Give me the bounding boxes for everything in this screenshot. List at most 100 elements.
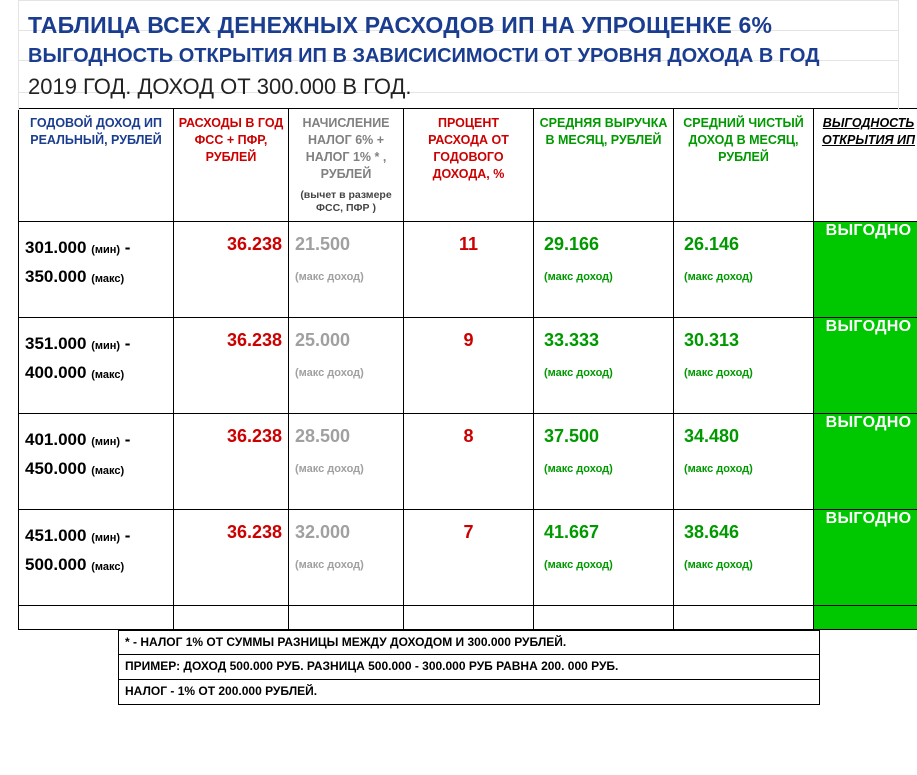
expense-table: ГОДОВОЙ ДОХОД ИП РЕАЛЬНЫЙ, РУБЛЕЙ РАСХОД… (18, 108, 917, 630)
table-body: 301.000 (мин) - 350.000 (макс)36.23821.5… (19, 221, 917, 629)
col-header-tax: НАЧИСЛЕНИЕ НАЛОГ 6% + НАЛОГ 1% * , РУБЛЕ… (289, 109, 404, 222)
tax-value: 28.500 (295, 426, 350, 446)
avg-net-note: (макс доход) (684, 559, 807, 571)
expenses-value: 36.238 (174, 222, 288, 255)
col-header-tax-sub: (вычет в размере ФСС, ПФР ) (293, 189, 399, 215)
cell-avg-net: 38.646 (макс доход) (674, 509, 814, 605)
cell-percent: 7 (404, 509, 534, 605)
col-header-percent: ПРОЦЕНТ РАСХОДА ОТ ГОДОВОГО ДОХОДА, % (404, 109, 534, 222)
cell-verdict: ВЫГОДНО (814, 413, 917, 509)
max-label: (макс) (91, 369, 124, 381)
min-label: (мин) (91, 340, 120, 352)
min-label: (мин) (91, 244, 120, 256)
col-header-verdict: ВЫГОДНОСТЬ ОТКРЫТИЯ ИП (814, 109, 917, 222)
empty-cell (174, 605, 289, 629)
cell-percent: 11 (404, 221, 534, 317)
expenses-value: 36.238 (174, 510, 288, 543)
title-sub: ВЫГОДНОСТЬ ОТКРЫТИЯ ИП В ЗАВИСИСИМОСТИ О… (28, 39, 899, 68)
col-header-expenses: РАСХОДЫ В ГОД ФСС + ПФР, РУБЛЕЙ (174, 109, 289, 222)
min-label: (мин) (91, 532, 120, 544)
cell-percent: 9 (404, 317, 534, 413)
income-max: 450.000 (25, 459, 86, 478)
page: ТАБЛИЦА ВСЕХ ДЕНЕЖНЫХ РАСХОДОВ ИП НА УПР… (0, 0, 917, 725)
tax-note: (макс доход) (295, 559, 397, 571)
min-label: (мин) (91, 436, 120, 448)
cell-verdict: ВЫГОДНО (814, 509, 917, 605)
tax-value: 21.500 (295, 234, 350, 254)
avg-net-note: (макс доход) (684, 367, 807, 379)
percent-value: 8 (404, 414, 533, 447)
empty-cell (534, 605, 674, 629)
title-year: 2019 ГОД. ДОХОД ОТ 300.000 В ГОД. (28, 68, 899, 108)
range-dash: - (120, 334, 130, 353)
titles-block: ТАБЛИЦА ВСЕХ ДЕНЕЖНЫХ РАСХОДОВ ИП НА УПР… (18, 10, 899, 108)
table-row: 301.000 (мин) - 350.000 (макс)36.23821.5… (19, 221, 917, 317)
col-header-avg-rev: СРЕДНЯЯ ВЫРУЧКА В МЕСЯЦ, РУБЛЕЙ (534, 109, 674, 222)
avg-rev-note: (макс доход) (544, 463, 667, 475)
table-empty-row (19, 605, 917, 629)
table-header-row: ГОДОВОЙ ДОХОД ИП РЕАЛЬНЫЙ, РУБЛЕЙ РАСХОД… (19, 109, 917, 222)
percent-value: 9 (404, 318, 533, 351)
range-dash: - (120, 238, 130, 257)
table-row: 351.000 (мин) - 400.000 (макс)36.23825.0… (19, 317, 917, 413)
cell-expenses: 36.238 (174, 413, 289, 509)
cell-avg-rev: 37.500 (макс доход) (534, 413, 674, 509)
tax-value: 32.000 (295, 522, 350, 542)
avg-rev-value: 33.333 (544, 330, 599, 350)
tax-note: (макс доход) (295, 271, 397, 283)
cell-avg-rev: 41.667(макс доход) (534, 509, 674, 605)
avg-net-value: 26.146 (684, 234, 739, 254)
cell-expenses: 36.238 (174, 317, 289, 413)
col-header-income: ГОДОВОЙ ДОХОД ИП РЕАЛЬНЫЙ, РУБЛЕЙ (19, 109, 174, 222)
expenses-value: 36.238 (174, 414, 288, 447)
cell-avg-rev: 29.166(макс доход) (534, 221, 674, 317)
income-min: 451.000 (25, 526, 86, 545)
income-max: 500.000 (25, 555, 86, 574)
avg-rev-note: (макс доход) (544, 559, 667, 571)
income-min: 401.000 (25, 430, 86, 449)
cell-income-range: 301.000 (мин) - 350.000 (макс) (19, 221, 174, 317)
empty-cell (404, 605, 534, 629)
avg-net-note: (макс доход) (684, 463, 807, 475)
tax-value: 25.000 (295, 330, 350, 350)
cell-tax: 32.000 (макс доход) (289, 509, 404, 605)
cell-income-range: 451.000 (мин) - 500.000 (макс) (19, 509, 174, 605)
avg-net-value: 30.313 (684, 330, 739, 350)
empty-cell (19, 605, 174, 629)
percent-value: 7 (404, 510, 533, 543)
cell-avg-net: 34.480 (макс доход) (674, 413, 814, 509)
cell-verdict: ВЫГОДНО (814, 317, 917, 413)
expenses-value: 36.238 (174, 318, 288, 351)
cell-avg-net: 26.146(макс доход) (674, 221, 814, 317)
empty-cell (814, 605, 917, 629)
footnotes-block: * - НАЛОГ 1% ОТ СУММЫ РАЗНИЦЫ МЕЖДУ ДОХО… (118, 630, 820, 705)
range-dash: - (120, 526, 130, 545)
footnote: НАЛОГ - 1% ОТ 200.000 РУБЛЕЙ. (119, 679, 819, 704)
cell-expenses: 36.238 (174, 509, 289, 605)
cell-verdict: ВЫГОДНО (814, 221, 917, 317)
footnote: ПРИМЕР: ДОХОД 500.000 РУБ. РАЗНИЦА 500.0… (119, 654, 819, 679)
max-label: (макс) (91, 561, 124, 573)
avg-rev-value: 37.500 (544, 426, 599, 446)
tax-note: (макс доход) (295, 463, 397, 475)
income-min: 301.000 (25, 238, 86, 257)
range-dash: - (120, 430, 130, 449)
income-min: 351.000 (25, 334, 86, 353)
cell-expenses: 36.238 (174, 221, 289, 317)
tax-note: (макс доход) (295, 367, 397, 379)
max-label: (макс) (91, 465, 124, 477)
cell-percent: 8 (404, 413, 534, 509)
avg-net-value: 38.646 (684, 522, 739, 542)
cell-tax: 21.500 (макс доход) (289, 221, 404, 317)
cell-avg-net: 30.313 (макс доход) (674, 317, 814, 413)
cell-avg-rev: 33.333(макс доход) (534, 317, 674, 413)
col-header-avg-net: СРЕДНИЙ ЧИСТЫЙ ДОХОД В МЕСЯЦ, РУБЛЕЙ (674, 109, 814, 222)
cell-income-range: 351.000 (мин) - 400.000 (макс) (19, 317, 174, 413)
cell-income-range: 401.000 (мин) - 450.000 (макс) (19, 413, 174, 509)
title-main: ТАБЛИЦА ВСЕХ ДЕНЕЖНЫХ РАСХОДОВ ИП НА УПР… (28, 10, 899, 39)
empty-cell (289, 605, 404, 629)
col-header-tax-label: НАЧИСЛЕНИЕ НАЛОГ 6% + НАЛОГ 1% * , РУБЛЕ… (302, 116, 389, 181)
table-row: 451.000 (мин) - 500.000 (макс)36.23832.0… (19, 509, 917, 605)
avg-net-value: 34.480 (684, 426, 739, 446)
income-max: 400.000 (25, 363, 86, 382)
